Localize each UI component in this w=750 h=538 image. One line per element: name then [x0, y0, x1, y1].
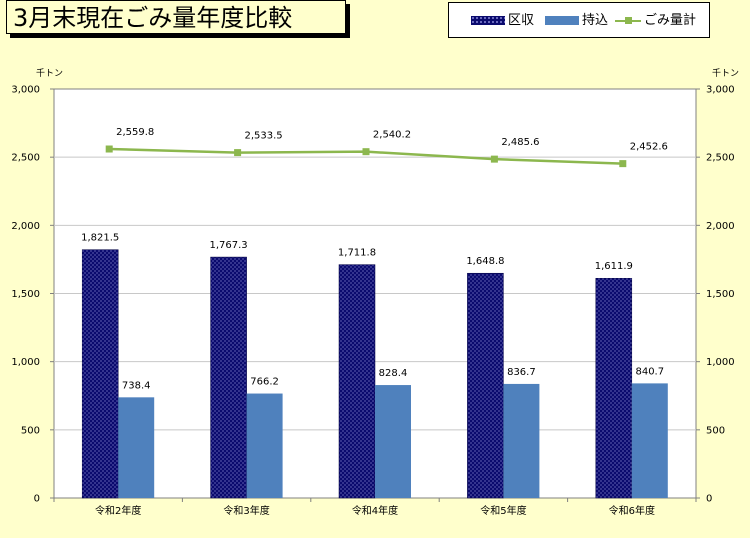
data-label-series3: 2,485.6	[501, 137, 539, 148]
legend: 区収 持込 ごみ量計	[448, 2, 710, 38]
point-series3	[234, 149, 242, 157]
data-label-series1: 1,648.8	[466, 256, 504, 267]
data-label-series3: 2,533.5	[245, 131, 283, 142]
legend-label-series1: 区収	[508, 13, 535, 28]
data-label-series2: 828.4	[379, 368, 408, 379]
legend-item-series3: ごみ量計	[615, 13, 696, 29]
bar-series1	[467, 272, 504, 499]
left-tick-label: 1,500	[11, 289, 40, 300]
data-label-series2: 840.7	[635, 366, 664, 377]
data-label-series1: 1,821.5	[81, 233, 119, 244]
right-tick-label: 1,500	[706, 289, 735, 300]
bar-series2	[631, 383, 668, 498]
point-series3	[619, 160, 627, 168]
left-tick-label: 0	[34, 494, 40, 505]
legend-label-series3: ごみ量計	[644, 13, 697, 28]
bar-series1	[338, 264, 376, 499]
right-tick-label: 1,000	[706, 357, 735, 368]
right-tick-label: 3,000	[706, 85, 735, 96]
legend-item-series2: 持込	[545, 13, 608, 29]
left-tick-label: 500	[21, 425, 40, 436]
data-label-series1: 1,611.9	[595, 261, 633, 272]
data-label-series3: 2,559.8	[116, 127, 154, 138]
bar-series1	[81, 249, 119, 499]
left-tick-label: 1,000	[11, 357, 40, 368]
legend-item-series1: 区収	[471, 13, 534, 29]
point-series3	[362, 148, 370, 156]
right-tick-label: 2,500	[706, 153, 735, 164]
legend-swatch-series2	[545, 16, 579, 25]
data-label-series2: 766.2	[250, 377, 279, 388]
category-label: 令和2年度	[95, 504, 141, 517]
data-label-series3: 2,452.6	[630, 142, 668, 153]
bar-series1	[210, 256, 247, 499]
category-label: 令和3年度	[223, 504, 269, 517]
bar-series1	[595, 277, 633, 499]
left-axis-unit: 千トン	[36, 69, 64, 79]
point-series3	[105, 145, 113, 153]
chart-title: 3月末現在ごみ量年度比較	[6, 0, 346, 34]
legend-swatch-series3	[615, 16, 641, 25]
category-label: 令和6年度	[609, 504, 655, 517]
data-label-series2: 836.7	[507, 367, 536, 378]
point-series3	[490, 155, 498, 163]
right-tick-label: 500	[706, 425, 725, 436]
right-axis-unit: 千トン	[712, 69, 740, 79]
right-tick-label: 2,000	[706, 221, 735, 232]
legend-swatch-series1	[471, 16, 505, 25]
bar-series2	[118, 397, 155, 498]
data-label-series1: 1,711.8	[338, 248, 376, 259]
bar-series2	[503, 383, 540, 498]
left-tick-label: 2,500	[11, 153, 40, 164]
left-tick-label: 3,000	[11, 85, 40, 96]
right-tick-label: 0	[706, 494, 712, 505]
data-label-series1: 1,767.3	[210, 240, 248, 251]
bar-series2	[246, 393, 283, 498]
left-tick-label: 2,000	[11, 221, 40, 232]
category-label: 令和5年度	[480, 504, 526, 517]
legend-label-series2: 持込	[582, 13, 609, 28]
data-label-series3: 2,540.2	[373, 130, 411, 141]
category-label: 令和4年度	[352, 504, 398, 517]
bar-series2	[375, 385, 411, 498]
data-label-series2: 738.4	[122, 380, 151, 391]
